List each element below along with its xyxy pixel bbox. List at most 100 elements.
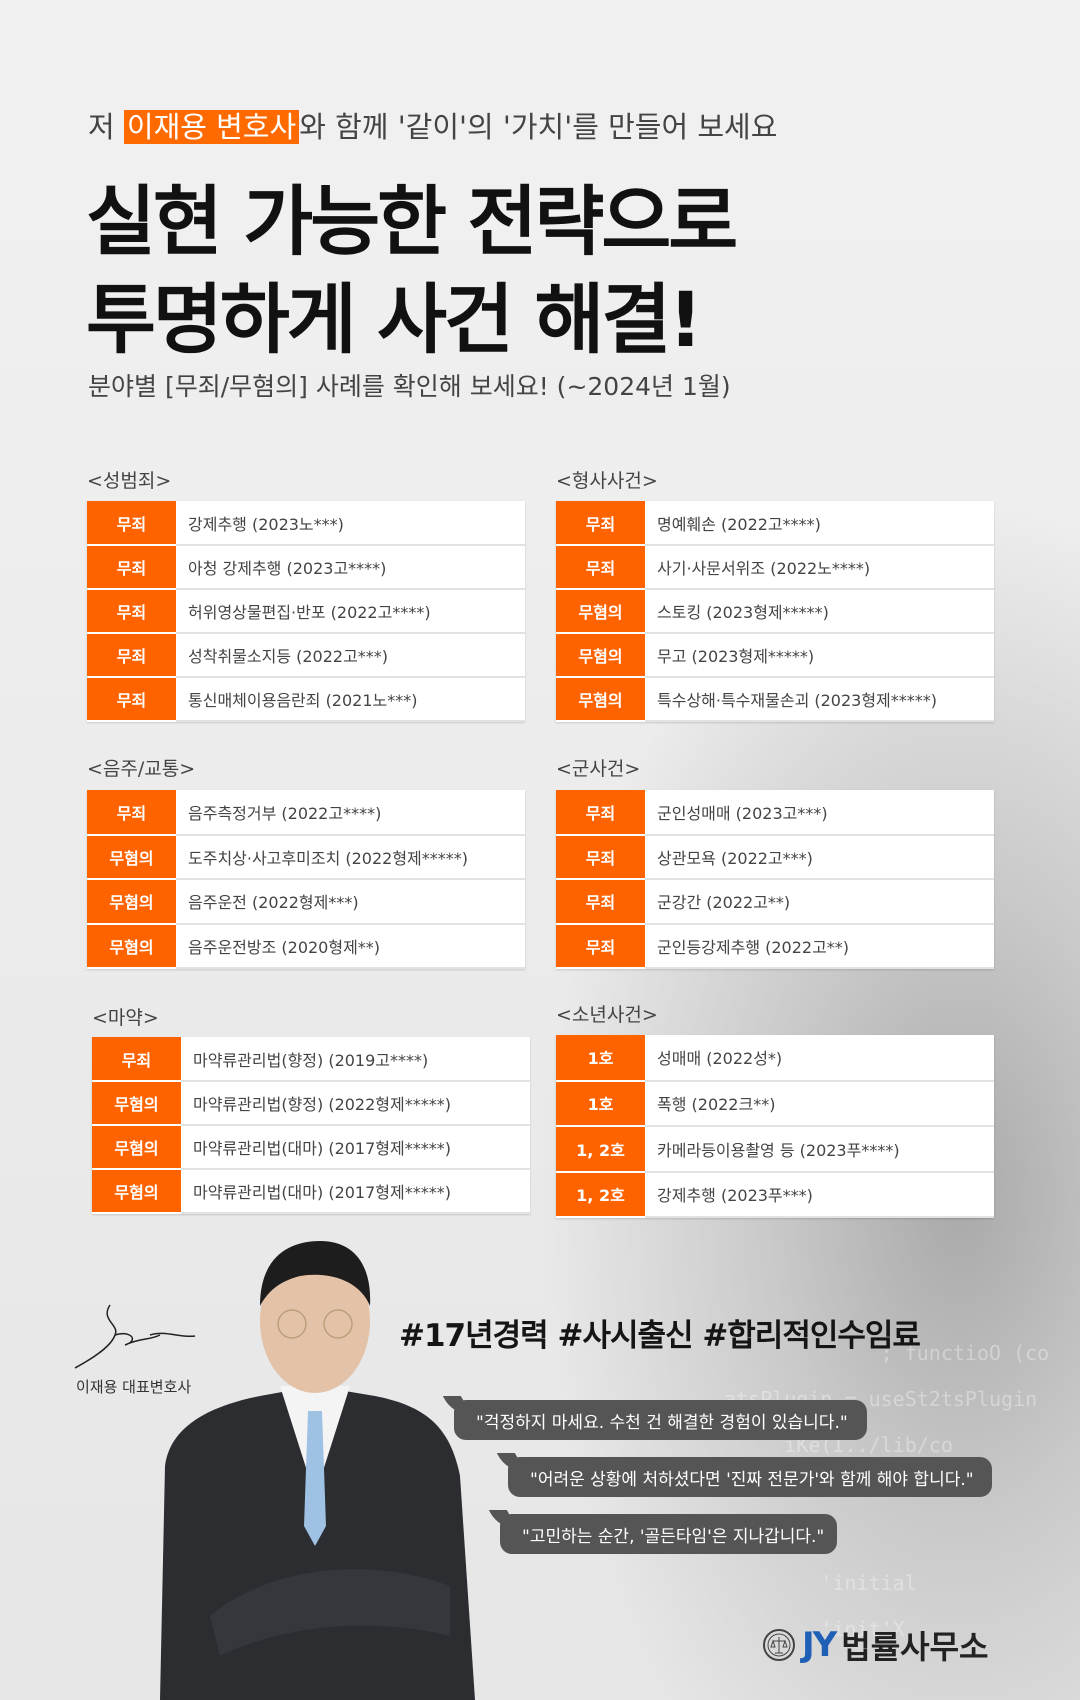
table-row: 무혐의 마약류관리법(향정) (2022형제*****) [92,1081,530,1126]
table-row: 무죄 상관모욕 (2022고***) [556,834,994,880]
case-name: 군인성매매 (2023고***) [645,790,994,836]
section-label: <소년사건> [556,1004,658,1026]
case-name: 마약류관리법(향정) (2019고****) [181,1037,530,1082]
case-name: 강제추행 (2023푸***) [645,1171,994,1218]
table-row: 무혐의 음주운전방조 (2020형제**) [87,923,525,969]
table-row: 무죄 성착취물소지등 (2022고***) [87,633,525,678]
verdict-badge: 무혐의 [92,1081,181,1126]
verdict-badge: 무죄 [556,790,645,836]
table-row: 무죄 군인등강제추행 (2022고**) [556,923,994,969]
verdict-badge: 무죄 [556,501,645,546]
case-name: 무고 (2023형제*****) [645,633,994,678]
verdict-badge: 무죄 [92,1037,181,1082]
table-row: 무죄 명예훼손 (2022고****) [556,501,994,546]
table-row: 1호 성매매 (2022성*) [556,1035,994,1082]
case-table: 무죄 음주측정거부 (2022고****) 무혐의 도주치상·사고후미조치 (2022… [87,790,525,969]
case-name: 강제추행 (2023노***) [176,501,525,546]
case-table: 무죄 군인성매매 (2023고***) 무죄 상관모욕 (2022고***) 무죄 군강간… [556,790,994,969]
case-name: 아청 강제추행 (2023고****) [176,545,525,590]
case-name: 음주운전방조 (2020형제**) [176,923,525,969]
verdict-badge: 무죄 [556,879,645,925]
lead-prefix: 저 [88,110,124,144]
table-row: 무혐의 마약류관리법(대마) (2017형제*****) [92,1169,530,1214]
case-table: 무죄 마약류관리법(향정) (2019고****) 무혐의 마약류관리법(향정) (2… [92,1037,530,1214]
table-row: 무죄 아청 강제추행 (2023고****) [87,545,525,590]
verdict-badge: 무혐의 [92,1169,181,1214]
verdict-badge: 무혐의 [556,677,645,722]
case-name: 음주운전 (2022형제***) [176,879,525,925]
table-row: 무혐의 특수상해·특수재물손괴 (2023형제*****) [556,677,994,722]
table-row: 무혐의 도주치상·사고후미조치 (2022형제*****) [87,834,525,880]
verdict-badge: 무죄 [87,633,176,678]
table-row: 1, 2호 카메라등이용촬영 등 (2023푸****) [556,1126,994,1173]
case-name: 음주측정거부 (2022고****) [176,790,525,836]
case-name: 허위영상물편집·반포 (2022고****) [176,589,525,634]
quote-text: "고민하는 순간, '골든타임'은 지나갑니다." [522,1526,825,1547]
case-name: 성착취물소지등 (2022고***) [176,633,525,678]
logo-mark: JY [802,1625,837,1665]
verdict-badge: 무죄 [556,923,645,969]
table-row: 무죄 군인성매매 (2023고***) [556,790,994,836]
verdict-badge: 무혐의 [87,879,176,925]
table-row: 1호 폭행 (2022크**) [556,1080,994,1127]
case-table: 무죄 강제추행 (2023노***) 무죄 아청 강제추행 (2023고****) 무죄… [87,501,525,722]
case-name: 통신매체이용음란죄 (2021노***) [176,677,525,722]
case-table: 무죄 명예훼손 (2022고****) 무죄 사기·사문서위조 (2022노****)… [556,501,994,722]
case-name: 스토킹 (2023형제*****) [645,589,994,634]
subtitle: 분야별 [무죄/무혐의] 사례를 확인해 보세요! (~2024년 1월) [88,372,731,401]
quote-bubble-2: "어려운 상황에 처하셨다면 '진짜 전문가'와 함께 해야 합니다." [508,1457,992,1497]
verdict-badge: 무죄 [556,834,645,880]
signature [74,1304,196,1369]
verdict-badge: 무혐의 [556,633,645,678]
section-label: <마약> [92,1007,159,1029]
verdict-badge: 1, 2호 [556,1126,645,1173]
table-row: 무죄 마약류관리법(향정) (2019고****) [92,1037,530,1082]
case-name: 군인등강제추행 (2022고**) [645,923,994,969]
verdict-badge: 무죄 [87,677,176,722]
lead-text: 저 이재용 변호사 와 함께 '같이'의 '가치'를 만들어 보세요 [88,104,777,146]
signature-name: 이재용 대표변호사 [76,1378,192,1396]
verdict-badge: 1호 [556,1035,645,1082]
case-name: 도주치상·사고후미조치 (2022형제*****) [176,834,525,880]
scales-icon [763,1629,795,1661]
case-name: 명예훼손 (2022고****) [645,501,994,546]
case-name: 마약류관리법(대마) (2017형제*****) [181,1169,530,1214]
section-label: <음주/교통> [87,758,196,780]
quote-bubble-3: "고민하는 순간, '골든타임'은 지나갑니다." [500,1514,837,1554]
case-name: 특수상해·특수재물손괴 (2023형제*****) [645,677,994,722]
table-row: 무죄 강제추행 (2023노***) [87,501,525,546]
case-table: 1호 성매매 (2022성*) 1호 폭행 (2022크**) 1, 2호 카메라등이용촬… [556,1035,994,1218]
case-name: 마약류관리법(향정) (2022형제*****) [181,1081,530,1126]
logo-name: 법률사무소 [841,1628,989,1666]
case-name: 카메라등이용촬영 등 (2023푸****) [645,1126,994,1173]
lawyer-photo [160,1241,475,1700]
section-label: <형사사건> [556,470,658,492]
table-row: 무죄 군강간 (2022고**) [556,879,994,925]
table-row: 무죄 음주측정거부 (2022고****) [87,790,525,836]
headline-line1: 실현 가능한 전략으로 [86,177,738,266]
table-row: 1, 2호 강제추행 (2023푸***) [556,1171,994,1218]
case-name: 사기·사문서위조 (2022노****) [645,545,994,590]
verdict-badge: 1호 [556,1080,645,1127]
case-name: 성매매 (2022성*) [645,1035,994,1082]
headline-line2: 투명하게 사건 해결! [86,275,703,364]
lead-suffix: 와 함께 '같이'의 '가치'를 만들어 보세요 [299,110,778,144]
quote-bubble-1: "걱정하지 마세요. 수천 건 해결한 경험이 있습니다." [454,1400,867,1440]
verdict-badge: 무혐의 [87,923,176,969]
verdict-badge: 무죄 [87,589,176,634]
table-row: 무혐의 음주운전 (2022형제***) [87,879,525,925]
lead-highlight: 이재용 변호사 [123,110,300,144]
table-row: 무죄 통신매체이용음란죄 (2021노***) [87,677,525,722]
quote-text: "걱정하지 마세요. 수천 건 해결한 경험이 있습니다." [476,1412,848,1433]
verdict-badge: 무죄 [87,545,176,590]
table-row: 무죄 사기·사문서위조 (2022노****) [556,545,994,590]
section-label: <성범죄> [87,470,172,492]
verdict-badge: 무죄 [556,545,645,590]
verdict-badge: 1, 2호 [556,1171,645,1218]
quote-text: "어려운 상황에 처하셨다면 '진짜 전문가'와 함께 해야 합니다." [530,1469,974,1490]
verdict-badge: 무혐의 [92,1125,181,1170]
hashtags: #17년경력 #사시출신 #합리적인수임료 [399,1318,921,1354]
case-name: 마약류관리법(대마) (2017형제*****) [181,1125,530,1170]
table-row: 무혐의 스토킹 (2023형제*****) [556,589,994,634]
verdict-badge: 무혐의 [556,589,645,634]
